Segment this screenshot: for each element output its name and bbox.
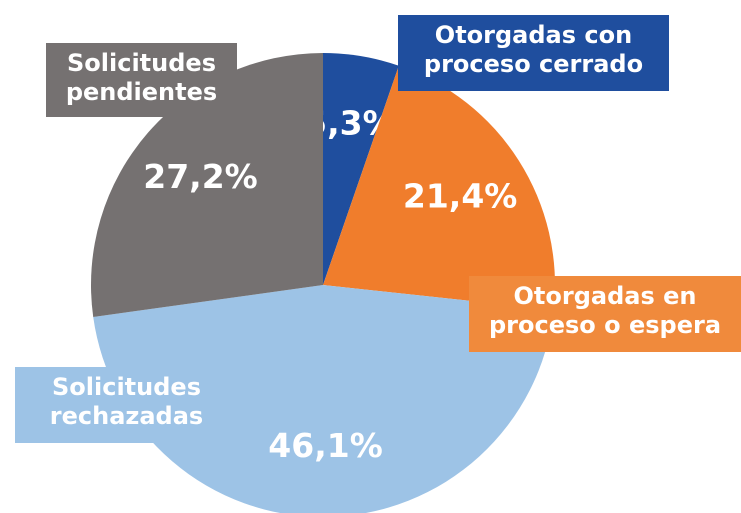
- value-label: 46,1%: [268, 426, 383, 465]
- pie-slice: [93, 285, 554, 513]
- category-label: Otorgadas en proceso o espera: [469, 276, 741, 352]
- category-label: Otorgadas con proceso cerrado: [398, 15, 669, 91]
- value-label: 21,4%: [403, 176, 518, 215]
- category-label: Solicitudes rechazadas: [15, 367, 238, 443]
- category-label: Solicitudes pendientes: [46, 43, 237, 117]
- pie-slice: [91, 53, 323, 317]
- pie-slice: [323, 53, 399, 285]
- pie-slice: [323, 65, 555, 310]
- value-label: 27,2%: [143, 157, 258, 196]
